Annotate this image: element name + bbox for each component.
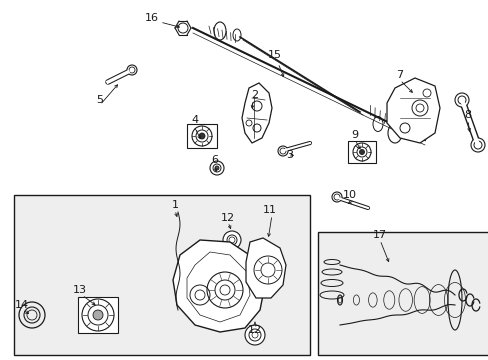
Circle shape [127,65,137,75]
Circle shape [223,231,241,249]
Circle shape [278,146,287,156]
Text: 5: 5 [96,95,103,105]
Circle shape [199,133,204,139]
Text: 16: 16 [145,13,159,23]
Text: 9: 9 [351,130,358,140]
Circle shape [470,138,484,152]
Text: 10: 10 [342,190,356,200]
Circle shape [93,310,103,320]
Text: 12: 12 [221,213,235,223]
Text: 4: 4 [191,115,198,125]
Text: 11: 11 [263,205,276,215]
Text: 3: 3 [286,150,293,160]
Text: 15: 15 [267,50,282,60]
Circle shape [331,192,341,202]
Text: 6: 6 [211,155,218,165]
Text: 12: 12 [247,325,262,335]
Polygon shape [173,240,264,332]
Polygon shape [245,238,285,298]
Polygon shape [242,83,271,143]
Text: 7: 7 [396,70,403,80]
Text: 17: 17 [372,230,386,240]
Bar [186,124,217,148]
Circle shape [454,93,468,107]
Text: 8: 8 [464,110,470,120]
Polygon shape [386,78,439,143]
Bar [347,141,375,163]
Circle shape [215,166,219,170]
Text: 2: 2 [251,90,258,100]
Bar [317,232,488,355]
Text: 14: 14 [15,300,29,310]
Bar [78,297,118,333]
Text: 13: 13 [73,285,87,295]
Circle shape [244,325,264,345]
Circle shape [359,149,364,154]
Bar [14,195,309,355]
Text: 1: 1 [171,200,178,210]
